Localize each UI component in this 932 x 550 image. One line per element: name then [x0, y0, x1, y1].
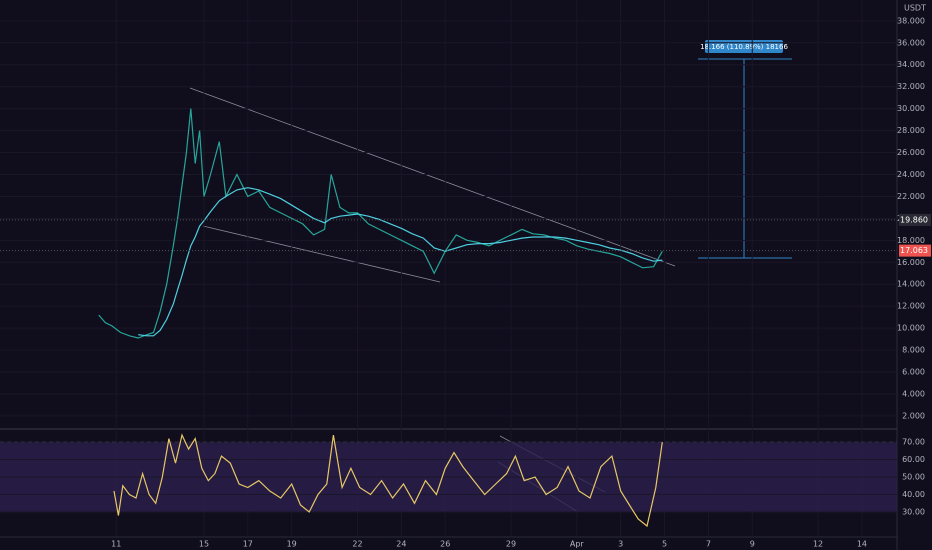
x-tick-label: 9: [750, 540, 755, 549]
price-label-box: [899, 244, 931, 257]
x-tick-label: 26: [440, 540, 450, 549]
x-tick-label: 7: [706, 540, 711, 549]
y-tick-label: 4.000: [902, 389, 925, 398]
x-tick-label: 11: [111, 540, 121, 549]
y-tick-label: 10.000: [897, 324, 925, 333]
y-tick-label: 14.000: [897, 280, 925, 289]
y-tick-label: 34.000: [897, 60, 925, 69]
y-tick-label: 60.00: [902, 455, 925, 464]
y-tick-label: 32.000: [897, 82, 925, 91]
x-tick-label: 29: [506, 540, 516, 549]
series-line: [138, 187, 663, 337]
y-tick-label: 2.000: [902, 411, 925, 420]
price-label: 19.860: [900, 215, 928, 224]
y-tick-label: 24.000: [897, 170, 925, 179]
x-tick-label: 22: [352, 540, 362, 549]
y-tick-label: 38.000: [897, 16, 925, 25]
series-line: [113, 433, 663, 528]
y-tick-label: 6.000: [902, 368, 925, 377]
x-tick-label: 15: [199, 540, 209, 549]
y-tick-label: 40.00: [902, 490, 925, 499]
y-tick-label: 26.000: [897, 148, 925, 157]
x-tick-label: 14: [857, 540, 867, 549]
x-tick-label: 5: [662, 540, 667, 549]
measure-text: 18.166 (110.89%) 18166: [700, 43, 788, 51]
y-tick-label: 70.00: [902, 438, 925, 447]
x-tick-label: 17: [243, 540, 253, 549]
y-tick-label: 50.00: [902, 473, 925, 482]
y-tick-label: 36.000: [897, 38, 925, 47]
y-tick-label: 28.000: [897, 126, 925, 135]
x-tick-label: 12: [813, 540, 823, 549]
currency-label: USDT: [904, 4, 926, 13]
trendline-upper: [189, 87, 676, 267]
y-tick-label: 18.000: [897, 236, 925, 245]
x-tick-label: 19: [287, 540, 297, 549]
x-tick-label: Apr: [570, 540, 585, 549]
y-tick-label: 8.000: [902, 346, 925, 355]
y-tick-label: 22.000: [897, 192, 925, 201]
price-label-box: [899, 213, 931, 226]
y-tick-label: 30.000: [897, 104, 925, 113]
x-tick-label: 24: [396, 540, 406, 549]
y-tick-label: 12.000: [897, 302, 925, 311]
y-tick-label: 30.00: [902, 508, 925, 517]
price-label: 17.063: [900, 246, 928, 255]
trendline-lower: [202, 225, 441, 283]
x-tick-label: 3: [618, 540, 623, 549]
y-tick-label: 16.000: [897, 258, 925, 267]
